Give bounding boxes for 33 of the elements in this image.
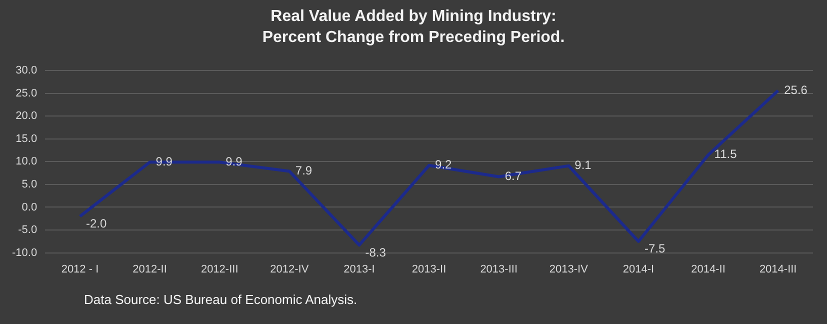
x-tick-label: 2012-III: [200, 263, 238, 276]
y-tick-label: 5.0: [22, 178, 38, 191]
y-tick-label: 0.0: [22, 201, 38, 214]
x-tick-label: 2013-III: [480, 263, 518, 276]
x-tick-label: 2013-IV: [549, 263, 589, 276]
y-tick-label: -5.0: [18, 224, 38, 236]
source-note: Data Source: US Bureau of Economic Analysis.: [84, 292, 358, 307]
data-label: 6.7: [504, 169, 522, 184]
x-tick-label: 2014-I: [622, 263, 654, 276]
x-tick-label: 2012-II: [132, 263, 167, 276]
data-label: -7.5: [644, 242, 666, 256]
data-label: 7.9: [295, 164, 312, 178]
y-tick-label: 25.0: [16, 87, 38, 100]
x-tick-label: 2014-II: [691, 263, 726, 276]
data-label: -8.3: [365, 245, 386, 260]
x-tick-label: 2013-I: [344, 263, 375, 276]
x-tick-label: 2013-II: [412, 263, 446, 276]
data-label: -2.0: [86, 216, 107, 231]
data-label: 11.5: [714, 147, 738, 162]
y-tick-label: 20.0: [16, 110, 38, 122]
x-tick-label: 2014-III: [759, 263, 797, 276]
chart-title: Real Value Added by Mining Industry: Percent Change from Preceding Period.: [261, 7, 566, 48]
y-tick-label: 15.0: [16, 132, 38, 145]
x-tick-label: 2012-IV: [270, 263, 310, 276]
data-label: 25.6: [784, 82, 808, 97]
y-tick-label: 30.0: [16, 64, 38, 77]
data-label: 9.9: [226, 154, 243, 168]
y-tick-label: -10.0: [12, 246, 38, 259]
y-tick-label: 10.0: [16, 156, 38, 168]
data-label: 9.2: [435, 158, 452, 172]
data-label: 9.1: [574, 158, 592, 172]
data-label: 9.9: [156, 154, 173, 168]
x-tick-label: 2012 - I: [61, 263, 99, 276]
